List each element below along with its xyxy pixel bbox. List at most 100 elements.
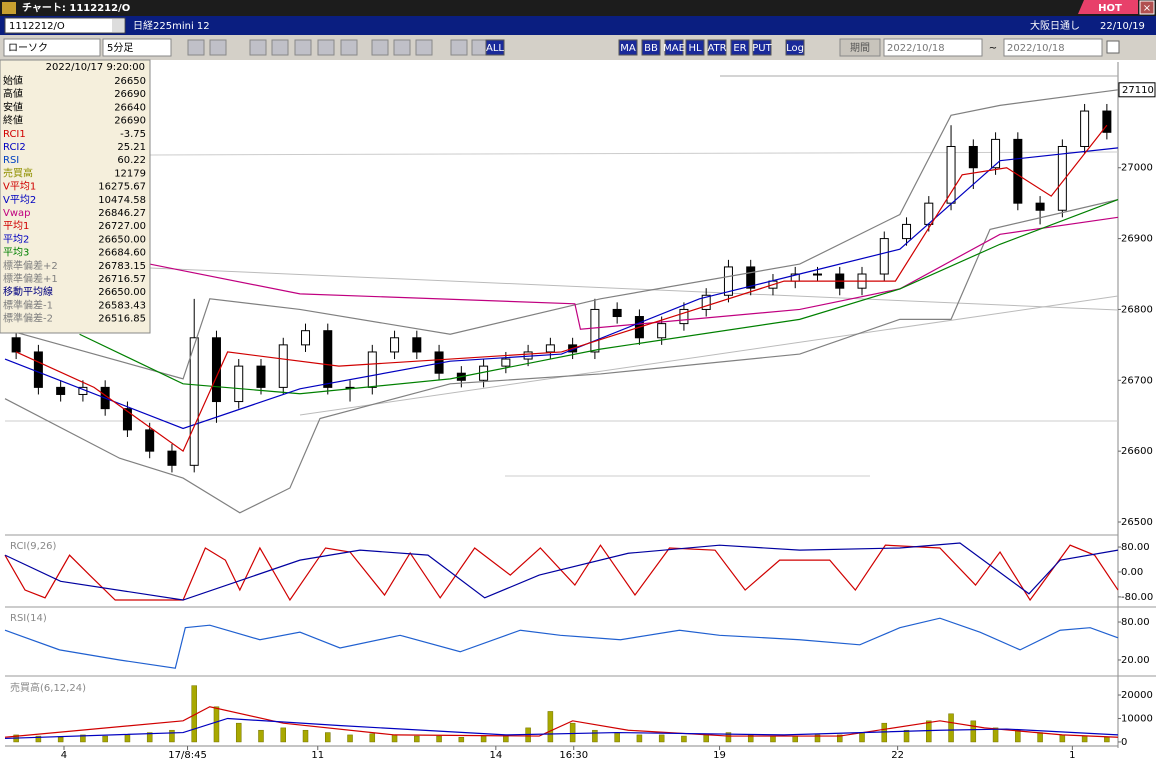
info-label: 標準偏差-2: [3, 312, 53, 325]
tool-button[interactable]: [707, 39, 727, 56]
chart-type-text[interactable]: ローソク: [8, 42, 48, 54]
volume-bar: [792, 735, 798, 743]
y-tick-label: 20000: [1121, 690, 1153, 701]
candle-body: [723, 266, 733, 296]
close-button[interactable]: [1139, 0, 1155, 15]
session-name: 大阪日通し: [1030, 19, 1080, 32]
volume-bar: [992, 727, 999, 743]
info-label: V平均2: [3, 194, 36, 206]
volume-bar: [1037, 732, 1043, 743]
info-value: 26690: [114, 89, 146, 100]
tool-icon[interactable]: [317, 39, 335, 56]
tool-button[interactable]: [752, 39, 772, 56]
tool-icon[interactable]: [371, 39, 389, 56]
candle-body: [367, 351, 377, 388]
indicator-line: [4, 199, 1119, 514]
volume-bar: [859, 732, 865, 743]
info-value: -3.75: [120, 129, 146, 140]
volume-bar: [169, 729, 175, 743]
candle-body: [1035, 202, 1045, 211]
tool-button[interactable]: [664, 39, 684, 56]
tool-button[interactable]: [485, 39, 505, 56]
from-date[interactable]: [883, 38, 983, 57]
info-value: 26684.60: [98, 248, 146, 259]
indicator-line: [4, 706, 1119, 738]
candle-body: [1080, 110, 1090, 147]
candle-body: [11, 337, 21, 353]
tool-button[interactable]: [685, 39, 705, 56]
range-separator: ~: [989, 43, 997, 54]
symbol-text[interactable]: 1112212/O: [9, 21, 65, 32]
from-date-text[interactable]: 2022/10/18: [887, 43, 945, 54]
y-tick-label: 26700: [1121, 375, 1153, 386]
info-value: 26516.85: [98, 314, 146, 325]
dropdown-arrow[interactable]: [112, 19, 124, 32]
interval-select[interactable]: [102, 38, 172, 57]
tool-icon[interactable]: [187, 39, 205, 56]
symbol-select[interactable]: [4, 17, 126, 34]
tool-button[interactable]: [730, 39, 750, 56]
tool-button-label[interactable]: ATR: [707, 43, 726, 54]
volume-bar: [436, 735, 442, 743]
tool-icon[interactable]: [271, 39, 289, 56]
volume-bar: [703, 734, 709, 743]
y-tick-label: 26600: [1121, 446, 1153, 457]
candle-body: [234, 365, 244, 403]
tool-icon[interactable]: [393, 39, 411, 56]
title-bar: [0, 0, 1156, 16]
info-label: 移動平均線: [3, 285, 53, 298]
y-tick-label: 0: [1121, 737, 1127, 748]
tool-icon[interactable]: [415, 39, 433, 56]
y-tick-label: 80.00: [1121, 542, 1150, 553]
period-button[interactable]: [839, 38, 881, 57]
info-label: RSI: [3, 155, 19, 166]
header-date: 22/10/19: [1100, 21, 1145, 32]
checkbox[interactable]: [1106, 40, 1120, 54]
info-label: 標準偏差+1: [3, 272, 58, 285]
hot-badge[interactable]: [1078, 0, 1138, 14]
to-date-text[interactable]: 2022/10/18: [1007, 43, 1065, 54]
info-label: 標準偏差-1: [3, 298, 53, 311]
info-value: 26650.00: [98, 287, 146, 298]
volume-bar: [302, 729, 309, 743]
header-bar: [0, 16, 1156, 35]
indicator-line: [4, 89, 1119, 380]
tool-button-label[interactable]: MAE: [663, 43, 685, 54]
x-tick-label: 19: [713, 750, 726, 760]
tool-icon[interactable]: [294, 39, 312, 56]
tool-button-label[interactable]: HL: [688, 43, 702, 54]
instrument-name: 日経225mini 12: [133, 19, 210, 32]
to-date[interactable]: [1003, 38, 1103, 57]
tool-button-label[interactable]: ALL: [486, 43, 504, 54]
volume-bar: [458, 737, 465, 743]
x-tick-label: 1: [1069, 750, 1075, 760]
tool-button-label[interactable]: PUT: [752, 43, 772, 54]
tool-icon[interactable]: [209, 39, 227, 56]
interval-text[interactable]: 5分足: [107, 42, 133, 54]
close-icon[interactable]: ×: [1143, 3, 1151, 14]
hot-label[interactable]: HOT: [1098, 3, 1122, 14]
tool-icon[interactable]: [450, 39, 468, 56]
x-tick-label: 4: [61, 750, 67, 760]
tool-button-label[interactable]: ER: [733, 43, 746, 54]
period-label[interactable]: 期間: [850, 42, 870, 54]
tool-icon[interactable]: [340, 39, 358, 56]
candle-body: [256, 365, 266, 388]
panel-label: 売買高(6,12,24): [10, 681, 86, 694]
tool-button[interactable]: [641, 39, 661, 56]
candle-body: [902, 223, 912, 240]
tool-button-label[interactable]: MA: [620, 43, 636, 54]
info-label: V平均1: [3, 181, 36, 193]
tool-icon[interactable]: [249, 39, 267, 56]
candle-body: [679, 308, 689, 325]
tool-button[interactable]: [618, 39, 638, 56]
volume-bar: [1059, 734, 1066, 743]
tool-button-label[interactable]: Log: [786, 43, 804, 54]
volume-bar: [124, 734, 131, 743]
volume-bar: [146, 732, 153, 743]
tool-button-label[interactable]: BB: [644, 43, 658, 54]
tool-button[interactable]: [785, 39, 805, 56]
info-value: 26846.27: [98, 208, 146, 219]
chart-type-select[interactable]: [3, 38, 101, 57]
